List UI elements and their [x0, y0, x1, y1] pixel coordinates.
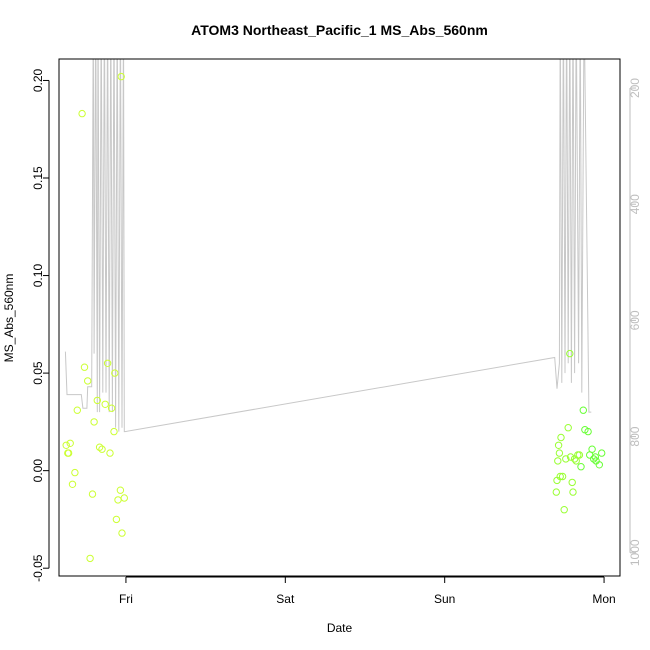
data-point [572, 457, 580, 465]
data-point [595, 461, 603, 469]
data-point [114, 496, 122, 504]
data-point [598, 449, 606, 457]
plot-area: -0.05 0.00 0.05 0.10 0.15 0.20 Fri Sat Sun Mon 200… [31, 58, 642, 606]
data-point [557, 433, 565, 442]
data-point [78, 109, 86, 118]
data-point [564, 424, 572, 432]
data-point [68, 480, 77, 488]
data-point [95, 443, 104, 451]
data-point [107, 404, 116, 412]
right-tick-label: 800 [628, 426, 642, 446]
data-point [117, 72, 125, 81]
data-point [84, 377, 92, 385]
data-point [66, 439, 74, 447]
data-point [71, 468, 79, 477]
data-point [101, 400, 109, 408]
x-tick-label: Mon [592, 592, 615, 606]
data-point [80, 363, 89, 371]
data-point [62, 441, 70, 449]
data-point [579, 406, 587, 414]
chart-title: ATOM3 Northeast_Pacific_1 MS_Abs_560nm [191, 22, 488, 38]
data-point [560, 506, 568, 514]
data-point [112, 515, 121, 524]
data-point [556, 472, 564, 481]
y-tick-label: 0.15 [31, 166, 45, 190]
data-point [566, 349, 574, 358]
data-point [552, 488, 560, 496]
data-point [554, 457, 562, 465]
data-point [591, 453, 599, 461]
x-tick-label: Fri [119, 592, 133, 606]
data-point [110, 427, 118, 436]
y-tick-label: 0.20 [31, 68, 45, 92]
data-point [118, 529, 126, 537]
y-tick-label: 0.05 [31, 361, 45, 385]
x-axis-label: Date [327, 621, 353, 635]
data-point [590, 455, 598, 463]
x-tick-label: Sat [276, 592, 295, 606]
right-tick-label: 400 [628, 194, 642, 214]
data-point [569, 488, 577, 496]
data-point [111, 369, 119, 377]
data-point [106, 449, 114, 457]
data-point [103, 359, 112, 367]
plot-frame [58, 58, 621, 577]
data-point [588, 445, 596, 453]
data-point [86, 554, 94, 563]
data-point [88, 490, 97, 498]
data-point [558, 472, 567, 481]
data-point [116, 486, 125, 494]
depth-trace-line [64, 59, 592, 433]
data-point [90, 418, 98, 426]
data-point [555, 449, 564, 457]
y-tick-label: 0.10 [31, 264, 45, 288]
y-tick-label: -0.05 [31, 554, 45, 582]
data-point [554, 441, 563, 449]
data-point [577, 463, 585, 471]
data-point [568, 478, 576, 487]
data-point [562, 455, 570, 463]
right-tick-label: 600 [628, 310, 642, 330]
right-tick-label: 200 [628, 78, 642, 98]
data-point [575, 451, 584, 459]
data-point [98, 445, 106, 453]
y-axis-label: MS_Abs_560nm [2, 274, 16, 363]
data-point [120, 494, 129, 502]
x-tick-label: Sun [434, 592, 455, 606]
data-point [566, 453, 575, 461]
data-point [584, 427, 592, 436]
data-point [93, 396, 102, 405]
data-point [64, 449, 73, 457]
y-tick-label: 0.00 [31, 459, 45, 483]
data-point [73, 406, 82, 414]
right-tick-label: 1000 [628, 539, 642, 566]
